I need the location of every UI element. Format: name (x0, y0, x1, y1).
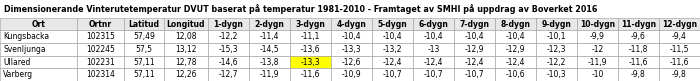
Text: Dimensionerande Vinterutetemperatur DVUT baserat på temperatur 1981-2010 - Framt: Dimensionerande Vinterutetemperatur DVUT… (4, 4, 597, 14)
